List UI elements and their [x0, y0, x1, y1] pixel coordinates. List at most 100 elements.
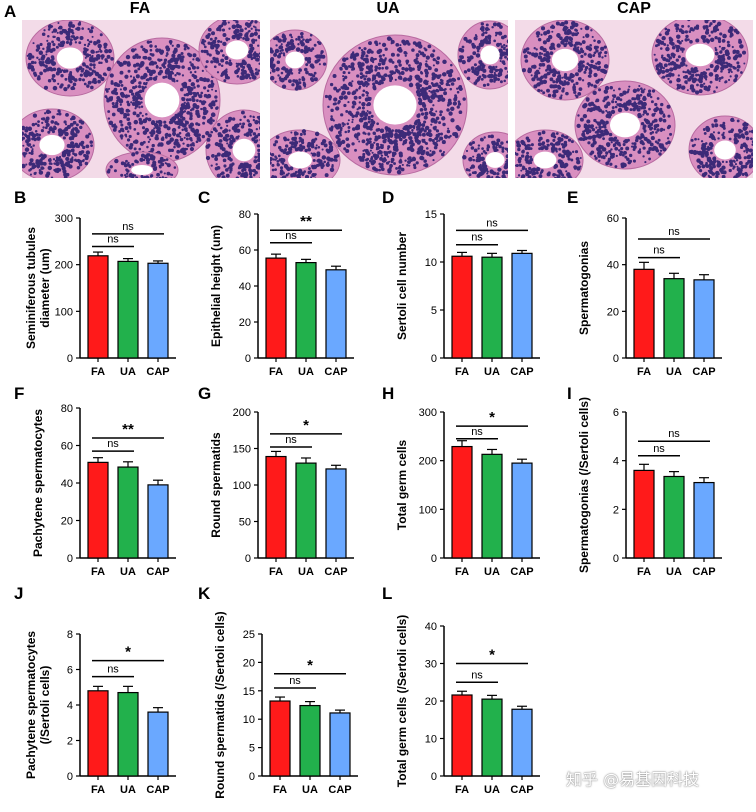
y-tick-label-c-1: 20 [239, 317, 251, 329]
y-tick-label-c-3: 60 [239, 245, 251, 257]
y-tick-label-g-1: 50 [239, 517, 251, 529]
x-tick-label-l-fa: FA [455, 784, 469, 796]
bar-h-fa [451, 445, 473, 559]
y-tick-label-k-2: 10 [243, 714, 255, 726]
significance-label-b-1: ns [122, 221, 134, 233]
bar-b-cap [147, 262, 169, 359]
y-tick-label-g-0: 0 [245, 553, 251, 565]
x-tick-label-g-ua: UA [298, 566, 314, 578]
x-tick-label-j-ua: UA [120, 784, 136, 796]
y-axis-label-c: Epithelial height (um) [209, 225, 223, 347]
y-tick-label-d-3: 15 [425, 209, 437, 221]
histology-image-ua [270, 20, 508, 178]
significance-label-e-1: ns [668, 226, 680, 238]
x-tick-label-d-cap: CAP [510, 366, 533, 378]
bar-k-ua [299, 704, 321, 777]
y-tick-label-l-3: 30 [425, 659, 437, 671]
y-tick-label-b-2: 200 [55, 260, 73, 272]
x-tick-label-l-cap: CAP [510, 784, 533, 796]
bar-e-ua [663, 278, 685, 359]
bar-g-cap [325, 468, 347, 559]
y-tick-label-l-0: 0 [431, 771, 437, 783]
x-tick-label-g-fa: FA [269, 566, 283, 578]
y-tick-label-e-0: 0 [613, 353, 619, 365]
x-tick-label-h-fa: FA [455, 566, 469, 578]
x-tick-label-i-ua: UA [666, 566, 682, 578]
x-tick-label-f-fa: FA [91, 566, 105, 578]
y-tick-label-l-4: 40 [425, 621, 437, 633]
y-tick-label-j-1: 2 [67, 736, 73, 748]
y-tick-label-i-3: 6 [613, 407, 619, 419]
y-tick-label-d-0: 0 [431, 353, 437, 365]
y-axis-label-j-1: (/Sertoli cells) [38, 666, 52, 745]
bar-b-ua [117, 260, 139, 359]
y-tick-label-h-3: 300 [419, 407, 437, 419]
significance-label-c-1: ** [300, 213, 312, 230]
bar-l-ua [481, 698, 503, 777]
tissue-section [270, 20, 508, 178]
x-tick-label-e-cap: CAP [692, 366, 715, 378]
bar-c-ua [295, 262, 317, 359]
significance-label-k-1: * [307, 657, 313, 674]
y-tick-label-k-3: 15 [243, 686, 255, 698]
bar-i-fa [633, 469, 655, 559]
significance-label-f-0: ns [107, 438, 119, 450]
y-tick-label-f-4: 80 [61, 403, 73, 415]
bar-c-fa [265, 257, 287, 359]
x-tick-label-c-ua: UA [298, 366, 314, 378]
histology-image-cap [515, 20, 753, 178]
y-axis-label-e: Spermatogonias [577, 241, 591, 335]
y-axis-label-i: Spermatogonias (/Sertoli cells) [577, 397, 591, 573]
bar-f-fa [87, 461, 109, 559]
significance-label-k-0: ns [289, 675, 301, 687]
panel-label-l: L [382, 584, 393, 603]
y-tick-label-l-1: 10 [425, 734, 437, 746]
x-tick-label-b-cap: CAP [146, 366, 169, 378]
bar-k-cap [329, 712, 351, 777]
y-axis-label-k: Round spermatids (/Sertoli cells) [213, 611, 227, 798]
x-tick-label-i-cap: CAP [692, 566, 715, 578]
panel-label-k: K [198, 584, 211, 603]
y-tick-label-i-0: 0 [613, 553, 619, 565]
significance-label-c-0: ns [285, 230, 297, 242]
significance-label-f-1: ** [122, 421, 134, 438]
x-tick-label-d-ua: UA [484, 366, 500, 378]
bar-d-cap [511, 252, 533, 359]
y-tick-label-j-4: 8 [67, 629, 73, 641]
y-tick-label-g-2: 100 [233, 480, 251, 492]
y-axis-label-b-0: Seminiferous tubules [24, 227, 38, 349]
y-tick-label-e-3: 60 [607, 213, 619, 225]
significance-label-j-1: * [125, 644, 131, 661]
histology-image-fa [22, 20, 260, 178]
bar-f-ua [117, 466, 139, 559]
bar-i-cap [693, 481, 715, 559]
x-tick-label-g-cap: CAP [324, 566, 347, 578]
y-tick-label-k-0: 0 [249, 771, 255, 783]
x-tick-label-e-ua: UA [666, 366, 682, 378]
bar-l-cap [511, 708, 533, 777]
y-tick-label-j-2: 4 [67, 700, 73, 712]
bar-c-cap [325, 269, 347, 359]
y-tick-label-b-3: 300 [55, 213, 73, 225]
y-tick-label-c-0: 0 [245, 353, 251, 365]
significance-label-l-1: * [489, 647, 495, 664]
bar-g-ua [295, 462, 317, 559]
significance-label-d-1: ns [486, 217, 498, 229]
y-tick-label-h-0: 0 [431, 553, 437, 565]
tissue-section [515, 20, 753, 178]
significance-label-e-0: ns [653, 245, 665, 257]
histology-title-ua: UA [376, 0, 400, 17]
significance-label-h-1: * [489, 409, 495, 426]
x-tick-label-c-fa: FA [269, 366, 283, 378]
significance-label-d-0: ns [471, 232, 483, 244]
x-tick-label-f-ua: UA [120, 566, 136, 578]
y-axis-label-b-1: diameter (um) [38, 248, 52, 327]
y-tick-label-h-1: 100 [419, 504, 437, 516]
y-tick-label-f-0: 0 [67, 553, 73, 565]
y-tick-label-j-3: 6 [67, 665, 73, 677]
y-axis-label-d: Sertoli cell number [395, 232, 409, 340]
bar-h-cap [511, 462, 533, 559]
y-tick-label-g-3: 150 [233, 444, 251, 456]
watermark: 知乎 @易基因科技 [566, 770, 700, 789]
